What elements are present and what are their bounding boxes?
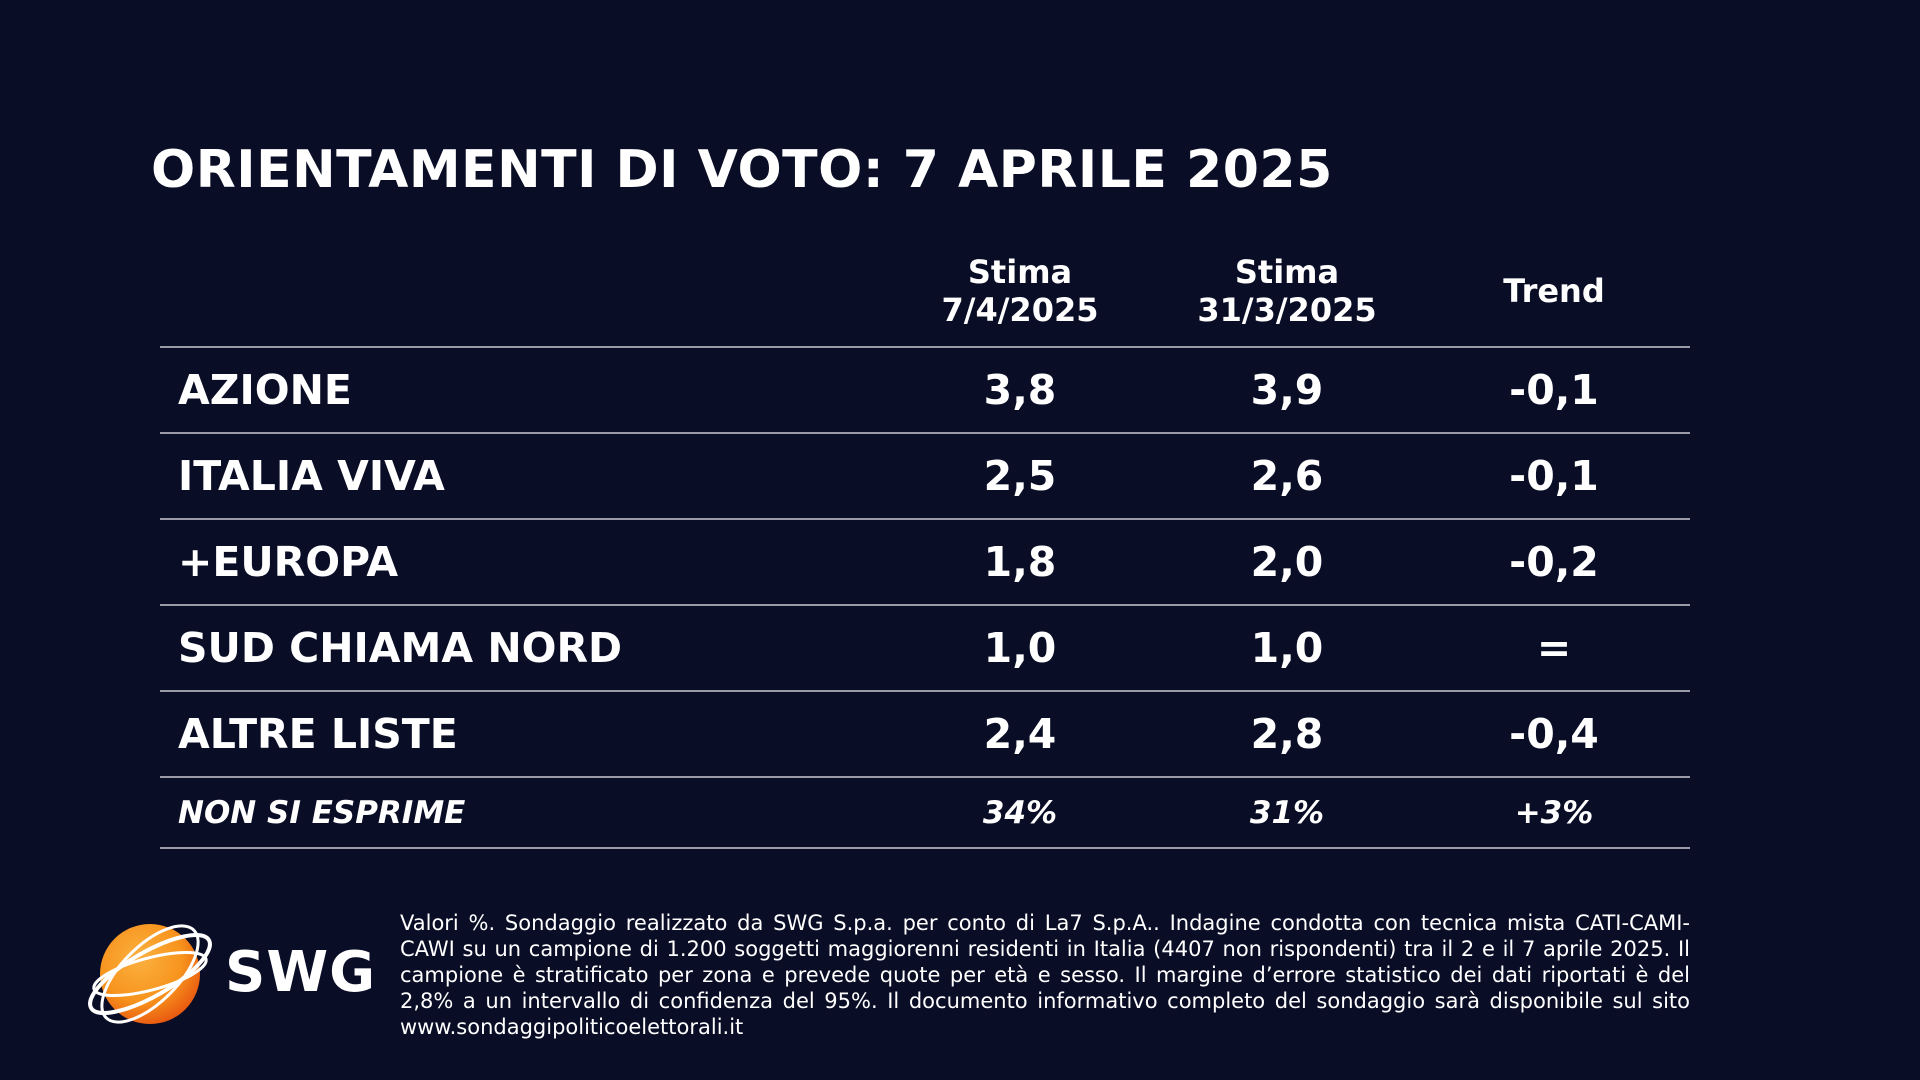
value-current: 2,5 [983, 452, 1057, 500]
column-header-current: Stima 7/4/2025 [890, 236, 1150, 346]
value-previous: 2,8 [1250, 710, 1324, 758]
table-row-italia-viva: ITALIA VIVA 2,5 2,6 -0,1 [160, 434, 1690, 518]
value-trend: -0,4 [1509, 710, 1599, 758]
column-header-previous-line2: 31/3/2025 [1197, 291, 1377, 329]
value-trend: = [1536, 624, 1572, 672]
party-name: ALTRE LISTE [178, 710, 458, 758]
globe-orbit [88, 933, 212, 1015]
poll-table: Stima 7/4/2025 Stima 31/3/2025 Trend AZI… [160, 236, 1690, 849]
value-trend: -0,2 [1509, 538, 1599, 586]
table-row-europa: +EUROPA 1,8 2,0 -0,2 [160, 520, 1690, 604]
value-trend: -0,1 [1509, 452, 1599, 500]
value-previous: 2,6 [1250, 452, 1324, 500]
column-header-current-line2: 7/4/2025 [941, 291, 1099, 329]
column-header-trend-line1: Trend [1503, 272, 1605, 310]
table-row-azione: AZIONE 3,8 3,9 -0,1 [160, 348, 1690, 432]
value-previous: 31% [1249, 794, 1325, 831]
table-divider [160, 432, 1690, 434]
table-row-sud-chiama-nord: SUD CHIAMA NORD 1,0 1,0 = [160, 606, 1690, 690]
table-row-non-si-esprime: NON SI ESPRIME 34% 31% +3% [160, 778, 1690, 847]
globe-orbit [92, 950, 208, 998]
swg-globe-icon [88, 924, 212, 1024]
table-divider [160, 604, 1690, 606]
value-trend: +3% [1514, 794, 1594, 831]
value-current: 3,8 [983, 366, 1057, 414]
value-trend: -0,1 [1509, 366, 1599, 414]
table-divider [160, 518, 1690, 520]
party-name: AZIONE [178, 366, 352, 414]
globe-orbit [100, 924, 200, 1024]
value-previous: 1,0 [1250, 624, 1324, 672]
swg-logo-text: SWG [225, 940, 377, 1005]
column-header-current-line1: Stima [967, 253, 1073, 291]
value-current: 1,0 [983, 624, 1057, 672]
column-header-trend: Trend [1424, 236, 1684, 346]
table-divider [160, 847, 1690, 849]
table-row-altre-liste: ALTRE LISTE 2,4 2,8 -0,4 [160, 692, 1690, 776]
column-header-previous-line1: Stima [1234, 253, 1340, 291]
party-name: SUD CHIAMA NORD [178, 624, 623, 672]
value-previous: 2,0 [1250, 538, 1324, 586]
table-header: Stima 7/4/2025 Stima 31/3/2025 Trend [160, 236, 1690, 346]
party-name: +EUROPA [178, 538, 399, 586]
globe-body [100, 924, 200, 1024]
methodology-footnote: Valori %. Sondaggio realizzato da SWG S.… [400, 911, 1690, 1039]
table-divider [160, 776, 1690, 778]
value-current: 1,8 [983, 538, 1057, 586]
table-divider [160, 346, 1690, 348]
value-previous: 3,9 [1250, 366, 1324, 414]
party-name: ITALIA VIVA [178, 452, 445, 500]
value-current: 34% [982, 794, 1058, 831]
party-name: NON SI ESPRIME [178, 794, 466, 831]
value-current: 2,4 [983, 710, 1057, 758]
table-divider [160, 690, 1690, 692]
column-header-previous: Stima 31/3/2025 [1157, 236, 1417, 346]
chart-title: ORIENTAMENTI DI VOTO: 7 APRILE 2025 [151, 140, 1333, 200]
